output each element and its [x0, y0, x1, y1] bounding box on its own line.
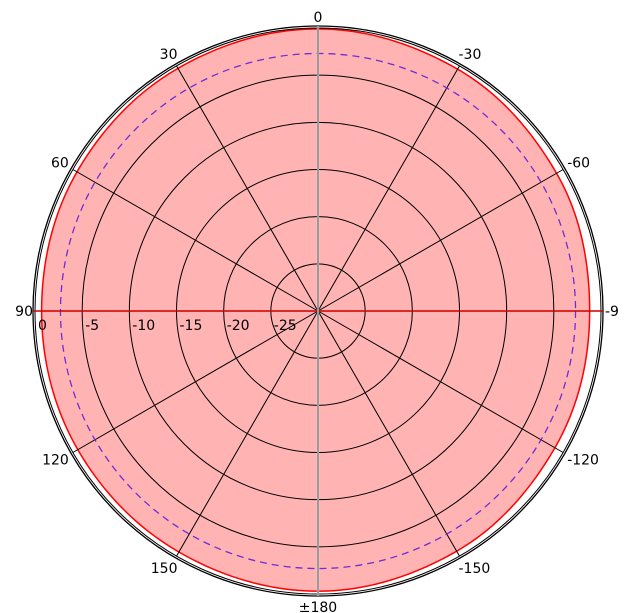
angle-label-90: 90 — [15, 304, 33, 320]
angle-label-150: 150 — [151, 561, 178, 577]
angle-label-120: 120 — [42, 453, 69, 469]
angle-label-30: 30 — [160, 47, 178, 63]
angle-label-60: 60 — [51, 156, 69, 172]
radial-tick-label-m15: -15 — [180, 318, 203, 334]
angle-label-m90: -9 — [605, 304, 619, 320]
radial-tick-label-0: 0 — [38, 318, 47, 334]
angle-label-m150: -150 — [459, 561, 491, 577]
spoke-150 — [176, 310, 319, 557]
spoke-60 — [72, 169, 319, 312]
spoke-m120 — [317, 310, 564, 453]
spoke-30 — [176, 65, 319, 312]
angle-label-m120: -120 — [567, 453, 599, 469]
radial-tick-label-m5: -5 — [85, 318, 99, 334]
radial-tick-label-m25: -25 — [274, 318, 297, 334]
spoke-120 — [72, 310, 319, 453]
radial-tick-label-m10: -10 — [132, 318, 155, 334]
labels-layer: 0 30 60 90 120 150 ±180 -150 -120 -9 -60 -30 0 -5 -10 -… — [15, 10, 619, 613]
spoke-m30 — [317, 65, 460, 312]
axes-layer — [32, 25, 604, 597]
radial-tick-label-m20: -20 — [227, 318, 250, 334]
angle-label-m60: -60 — [567, 156, 590, 172]
angle-label-0: 0 — [314, 10, 323, 26]
spoke-m150 — [317, 310, 460, 557]
angle-label-180: ±180 — [299, 600, 337, 613]
angle-label-m30: -30 — [459, 47, 482, 63]
spoke-m60 — [317, 169, 564, 312]
